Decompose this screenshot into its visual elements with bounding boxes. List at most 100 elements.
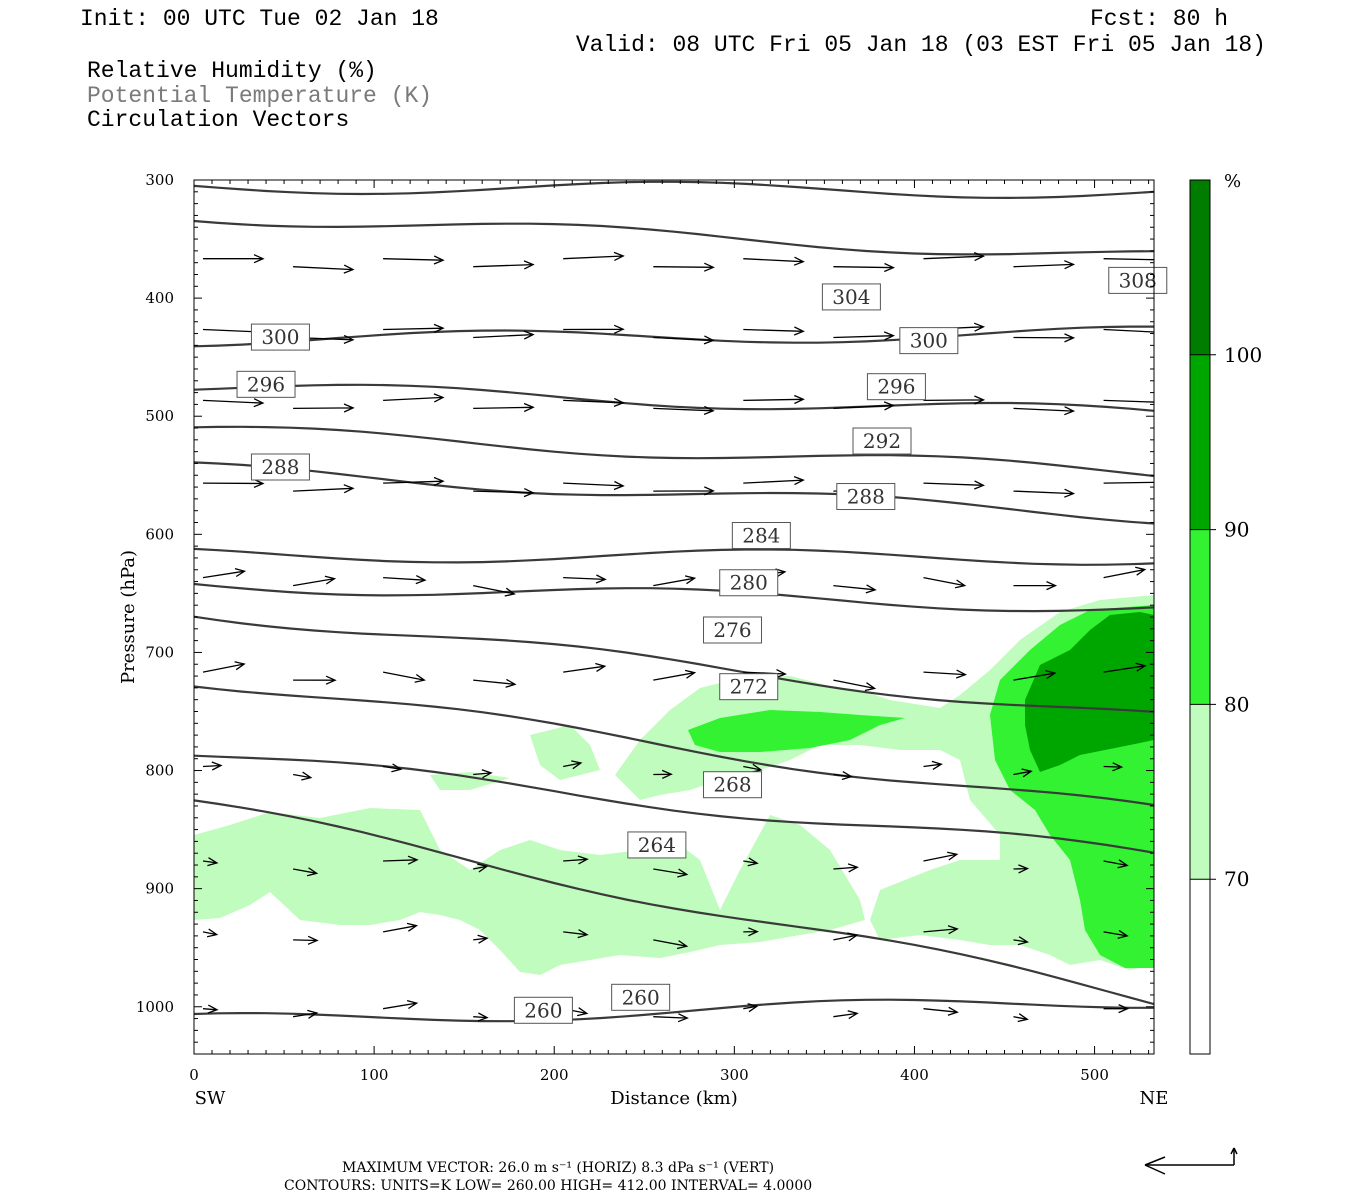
contour-label-268: 268 — [713, 773, 751, 797]
contour-label-288: 288 — [261, 455, 299, 479]
circulation-vector — [383, 255, 445, 265]
footer-contours: CONTOURS: UNITS=K LOW= 260.00 HIGH= 412.… — [284, 1178, 812, 1194]
contour-label-300: 300 — [261, 325, 299, 349]
circulation-vector — [473, 402, 535, 413]
circulation-vector — [653, 1013, 689, 1023]
circulation-vector — [1103, 1004, 1130, 1014]
contour-label-box — [627, 831, 687, 859]
theta-contour-304 — [194, 219, 1154, 256]
circulation-vector — [923, 669, 968, 679]
circulation-vector — [293, 403, 355, 413]
circulation-vector — [923, 925, 959, 935]
contour-label-box — [611, 983, 671, 1011]
x-tick-label: 300 — [720, 1066, 749, 1084]
x-tick-label: 400 — [900, 1066, 929, 1084]
circulation-vector — [1013, 333, 1076, 343]
endpoint-right: NE — [1140, 1088, 1169, 1109]
circulation-vector — [743, 927, 759, 937]
axis-ticks: 0 100 200 300 400 500 300 400 500 600 700 800 900 100… — [136, 171, 1154, 1084]
circulation-vector — [202, 857, 219, 867]
circulation-vector — [202, 1004, 219, 1014]
circulation-vector — [202, 761, 223, 771]
x-tick-label: 0 — [189, 1066, 199, 1084]
circulation-vector — [202, 567, 247, 579]
circulation-vector — [923, 851, 959, 862]
circulation-vector — [1103, 762, 1124, 772]
circulation-vector — [1013, 768, 1033, 778]
contour-label-300: 300 — [910, 329, 948, 353]
contour-label-box — [899, 327, 959, 355]
circulation-vector — [473, 1012, 489, 1022]
circulation-vector — [653, 769, 673, 779]
contour-label-box — [250, 323, 310, 351]
circulation-vector — [383, 323, 445, 333]
contour-label-272: 272 — [730, 675, 768, 699]
circulation-vector — [293, 264, 355, 274]
theta-contour-284 — [194, 547, 1154, 566]
contour-label-296: 296 — [247, 372, 285, 396]
y-tick-label: 400 — [145, 289, 174, 307]
circulation-vector — [473, 863, 489, 873]
y-axis-label: Pressure (hPa) — [118, 550, 139, 684]
rh-80-region-left — [688, 710, 905, 752]
rh-70-region-left — [194, 808, 865, 975]
y-tick-label: 900 — [145, 880, 174, 898]
contour-label-260: 260 — [622, 985, 660, 1009]
contour-label-304: 304 — [832, 285, 870, 309]
colorbar-level-label: 70 — [1224, 867, 1249, 891]
circulation-vector — [743, 256, 805, 266]
circulation-vector — [1013, 260, 1076, 270]
colorbar-level-label: 100 — [1224, 343, 1262, 367]
x-tick-label: 100 — [360, 1066, 389, 1084]
contour-label-box — [731, 522, 791, 550]
contour-label-308: 308 — [1119, 268, 1157, 292]
circulation-vector — [1013, 1013, 1029, 1023]
circulation-vector — [473, 330, 535, 340]
rh-70-region-mid — [430, 772, 510, 790]
circulation-vector — [743, 326, 805, 336]
circulation-vector — [653, 868, 689, 878]
contour-label-box — [719, 673, 779, 701]
y-tick-label: 600 — [145, 525, 174, 543]
circulation-vector — [833, 584, 877, 594]
circulation-vector — [1013, 581, 1058, 591]
rh-70-region-upper — [530, 725, 600, 780]
circulation-vector — [653, 335, 715, 345]
contour-label-280: 280 — [730, 571, 768, 595]
circulation-vector — [1103, 859, 1129, 869]
circulation-vector — [1013, 936, 1029, 946]
circulation-vector — [653, 575, 697, 587]
circulation-vector — [833, 1010, 859, 1020]
circulation-vector — [563, 855, 589, 865]
circulation-vector — [563, 251, 625, 261]
legend-potential-temperature: Potential Temperature (K) — [87, 83, 432, 109]
circulation-vector — [923, 760, 943, 770]
circulation-vector — [292, 771, 313, 781]
circulation-vector — [833, 331, 896, 341]
circulation-vector — [833, 863, 859, 873]
circulation-vector — [383, 575, 427, 585]
theta-contour-308 — [194, 180, 1154, 200]
circulation-vector — [743, 1003, 759, 1013]
circulation-vector — [383, 763, 403, 773]
circulation-vector — [1013, 864, 1030, 874]
circulation-vector — [202, 661, 246, 673]
theta-contour-296 — [194, 383, 1154, 412]
circulation-vector — [923, 395, 986, 405]
y-tick-label: 300 — [145, 171, 174, 189]
circulation-vector — [202, 928, 219, 938]
contour-label-box — [513, 996, 573, 1024]
circulation-vector — [923, 576, 967, 589]
colorbar: 70 80 90 100 — [1189, 179, 1262, 1055]
circulation-vector — [292, 867, 319, 877]
contour-labels: 308 304 300 300 296 296 292 288 288 284 280 276 272 2… — [236, 266, 1168, 1024]
theta-contour-280 — [194, 582, 1154, 613]
theta-contour-292 — [194, 425, 1154, 478]
contour-label-box — [836, 483, 896, 511]
contour-label-260: 260 — [524, 998, 562, 1022]
colorbar-level-label: 90 — [1224, 518, 1249, 542]
theta-contour-272 — [194, 685, 1154, 807]
contour-label-box — [1108, 266, 1168, 294]
init-time: Init: 00 UTC Tue 02 Jan 18 — [80, 6, 439, 32]
